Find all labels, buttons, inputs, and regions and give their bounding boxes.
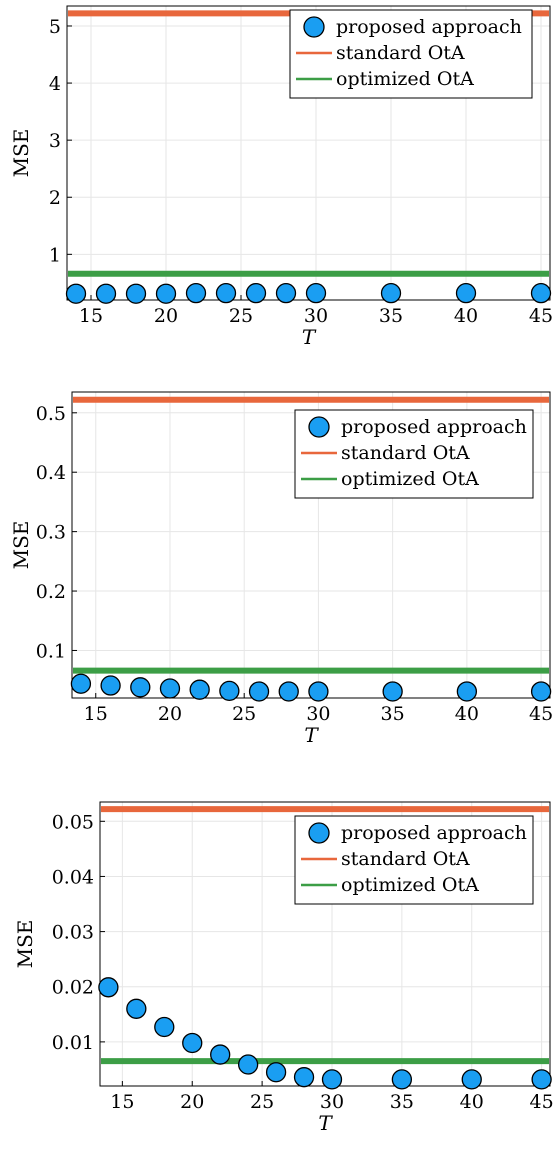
data-point: [308, 681, 329, 702]
y-tick-label: 0.3: [36, 522, 66, 544]
data-point: [293, 1067, 315, 1088]
y-tick-label: 0.01: [52, 1032, 94, 1054]
y-tick-label: 0.2: [36, 581, 66, 603]
legend-box: [289, 9, 533, 99]
y-tick-label: 0.05: [52, 811, 94, 833]
data-point: [210, 1044, 231, 1065]
x-tick-label: 30: [320, 1091, 344, 1113]
y-tick-label: 5: [49, 16, 61, 38]
x-tick-label: 25: [229, 305, 253, 327]
plot-frame: [66, 5, 551, 301]
data-point: [189, 679, 210, 700]
y-tick-label: 0.04: [52, 866, 94, 888]
x-axis-label: T: [318, 1111, 333, 1135]
data-point: [455, 282, 477, 304]
y-tick-label: 0.5: [36, 403, 66, 425]
data-point: [456, 681, 478, 702]
data-point: [391, 1069, 413, 1090]
legend-marker: [308, 822, 330, 844]
x-tick-label: 30: [306, 703, 330, 725]
y-tick-label: 3: [49, 130, 61, 152]
data-point: [70, 673, 92, 694]
data-point: [154, 1016, 175, 1038]
data-point: [65, 283, 87, 304]
data-point: [130, 677, 151, 698]
data-point: [215, 282, 237, 304]
data-point: [382, 681, 403, 702]
data-point: [265, 1062, 287, 1083]
y-axis-label: MSE: [13, 920, 37, 969]
x-tick-label: 15: [110, 1091, 134, 1113]
y-tick-label: 2: [49, 187, 61, 209]
data-point: [125, 283, 147, 304]
y-tick-label: 4: [49, 73, 61, 95]
x-tick-label: 25: [232, 703, 256, 725]
x-tick-label: 35: [381, 703, 405, 725]
data-point: [530, 282, 552, 304]
data-point: [321, 1069, 343, 1090]
y-axis-label: MSE: [9, 521, 33, 570]
legend-marker: [303, 16, 325, 38]
legend-label: optimized OtA: [336, 68, 474, 90]
x-axis-label: T: [304, 723, 319, 747]
data-point: [305, 282, 327, 304]
legend-label: standard OtA: [341, 442, 470, 464]
x-axis-label: T: [302, 325, 317, 349]
data-point: [380, 282, 402, 304]
y-tick-label: 0.03: [52, 922, 94, 944]
x-tick-label: 15: [84, 703, 108, 725]
y-tick-label: 0.1: [36, 640, 66, 662]
data-point: [155, 283, 177, 304]
data-point: [100, 675, 121, 696]
x-tick-label: 20: [154, 305, 178, 327]
data-point: [278, 681, 299, 702]
x-tick-label: 45: [530, 1091, 554, 1113]
x-tick-label: 40: [460, 1091, 484, 1113]
data-point: [530, 681, 552, 702]
data-point: [126, 998, 147, 1019]
data-point: [95, 283, 117, 304]
data-point: [98, 977, 119, 998]
data-point: [185, 282, 207, 304]
data-point: [531, 1069, 552, 1090]
x-tick-label: 20: [180, 1091, 204, 1113]
data-point: [219, 680, 240, 702]
data-point: [237, 1054, 259, 1075]
legend-label: optimized OtA: [341, 468, 479, 490]
x-tick-label: 45: [529, 305, 553, 327]
data-point: [245, 282, 267, 304]
y-axis-label: MSE: [9, 129, 33, 178]
data-point: [182, 1032, 203, 1054]
legend-label: optimized OtA: [341, 874, 479, 896]
x-tick-label: 45: [529, 703, 553, 725]
legend-label: standard OtA: [336, 42, 465, 64]
x-tick-label: 35: [379, 305, 403, 327]
chart-2: 15 20 25 30 35 40 45 0.1 0.2 0.3 0.4 0.5 T MSE propose…: [9, 391, 553, 747]
legend-label: proposed approach: [336, 16, 522, 38]
legend-label: proposed approach: [341, 822, 527, 844]
x-tick-label: 40: [454, 305, 478, 327]
legend-label: standard OtA: [341, 848, 470, 870]
legend-marker: [308, 416, 330, 438]
y-tick-label: 0.4: [36, 462, 66, 484]
chart-3: 15 20 25 30 35 40 45 0.01 0.02 0.03 0.04 0.05 T MSE pr…: [13, 801, 554, 1135]
data-point: [461, 1069, 482, 1090]
data-point: [159, 678, 181, 699]
legend-label: proposed approach: [341, 416, 527, 438]
y-tick-label: 0.02: [52, 977, 94, 999]
x-tick-label: 25: [250, 1091, 274, 1113]
data-point: [248, 681, 270, 702]
x-tick-label: 20: [158, 703, 182, 725]
x-tick-label: 35: [390, 1091, 414, 1113]
x-tick-label: 30: [304, 305, 328, 327]
y-tick-label: 1: [49, 244, 61, 266]
x-tick-label: 15: [79, 305, 103, 327]
data-point: [275, 282, 297, 304]
x-tick-label: 40: [455, 703, 479, 725]
